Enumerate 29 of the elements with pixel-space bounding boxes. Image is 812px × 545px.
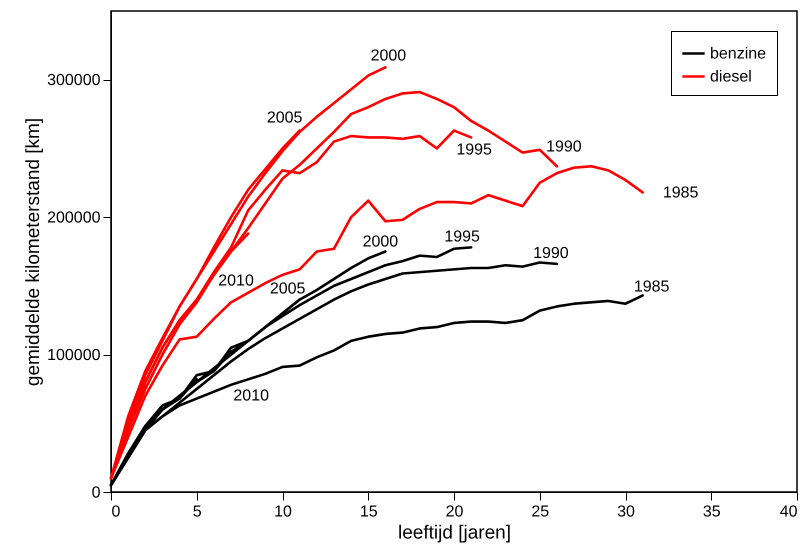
y-axis-title: gemiddelde kilometerstand [km]: [23, 118, 44, 386]
x-axis-title: leeftijd [jaren]: [398, 522, 512, 544]
y-tick-label: 300000: [47, 72, 101, 90]
x-tick-label: 25: [531, 504, 550, 520]
annotation: 2000: [362, 234, 398, 250]
annotation: 1985: [634, 278, 670, 296]
annotation: 2005: [266, 110, 303, 127]
y-tick-label: 200000: [47, 210, 101, 227]
x-tick-label: 35: [702, 504, 721, 520]
annotation: 2010: [233, 387, 270, 404]
y-tick-label: 0: [92, 484, 101, 502]
y-tick-label: 100000: [47, 347, 101, 364]
annotation: 1995: [456, 141, 492, 158]
x-tick-label: 40: [780, 504, 798, 520]
x-tick-label: 10: [274, 504, 292, 520]
annotation: 1995: [444, 228, 480, 246]
x-tick-label: 20: [446, 504, 464, 520]
annotation: 1990: [533, 244, 569, 262]
legend-label: diesel: [710, 68, 752, 86]
annotation: 1985: [662, 184, 699, 202]
legend-label: benzine: [710, 46, 766, 62]
annotation: 2010: [218, 272, 254, 290]
annotation: 1990: [546, 138, 582, 156]
annotation: 2005: [270, 280, 306, 298]
x-tick-label: 15: [360, 504, 378, 520]
x-tick-label: 5: [192, 504, 202, 520]
annotation: 2000: [370, 47, 406, 64]
x-tick-label: 0: [112, 504, 120, 520]
x-tick-label: 30: [617, 504, 635, 520]
